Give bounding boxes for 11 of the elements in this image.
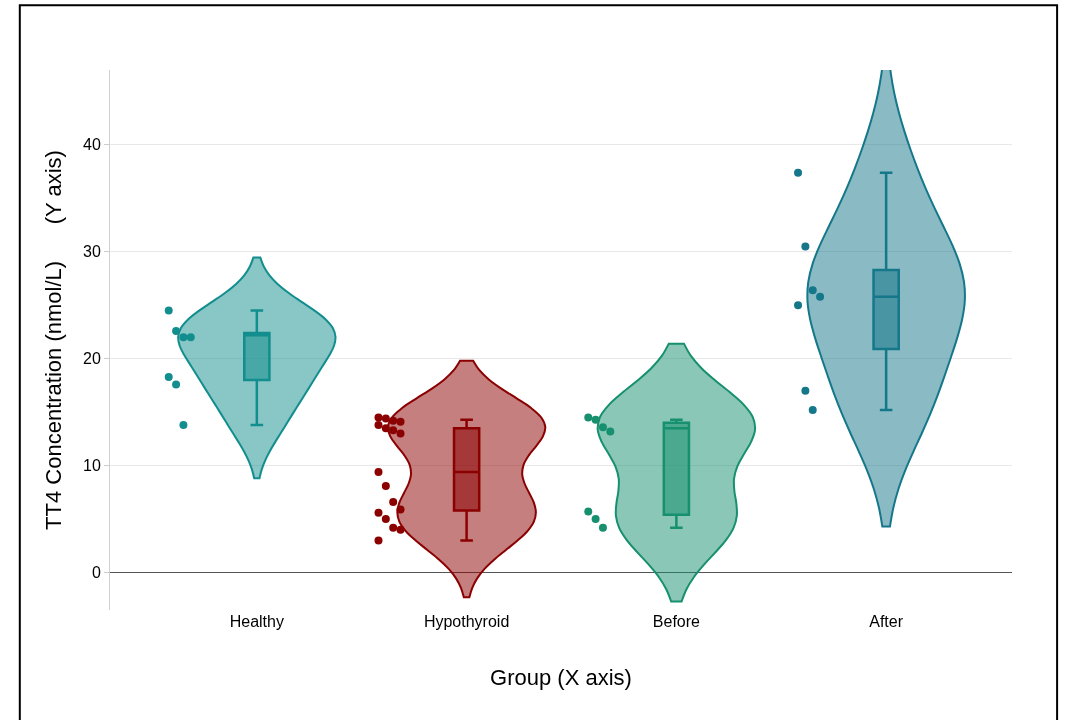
x-tick-label: Before <box>652 613 701 630</box>
x-tick-label: Healthy <box>229 613 284 630</box>
x-tick-label: After <box>869 613 904 630</box>
y-tick-label: 10 <box>83 457 101 475</box>
x-tick-label: Hypothyroid <box>423 613 510 630</box>
y-tick-label: 0 <box>91 564 101 582</box>
y-tick-label: 40 <box>83 136 101 154</box>
y-axis-title: TT4 Concentration (nmol/L) (Y axis) <box>40 150 66 530</box>
y-tick-label: 30 <box>83 243 101 261</box>
x-axis-title: Group (X axis) <box>490 664 632 690</box>
y-tick-label: 20 <box>83 350 101 368</box>
